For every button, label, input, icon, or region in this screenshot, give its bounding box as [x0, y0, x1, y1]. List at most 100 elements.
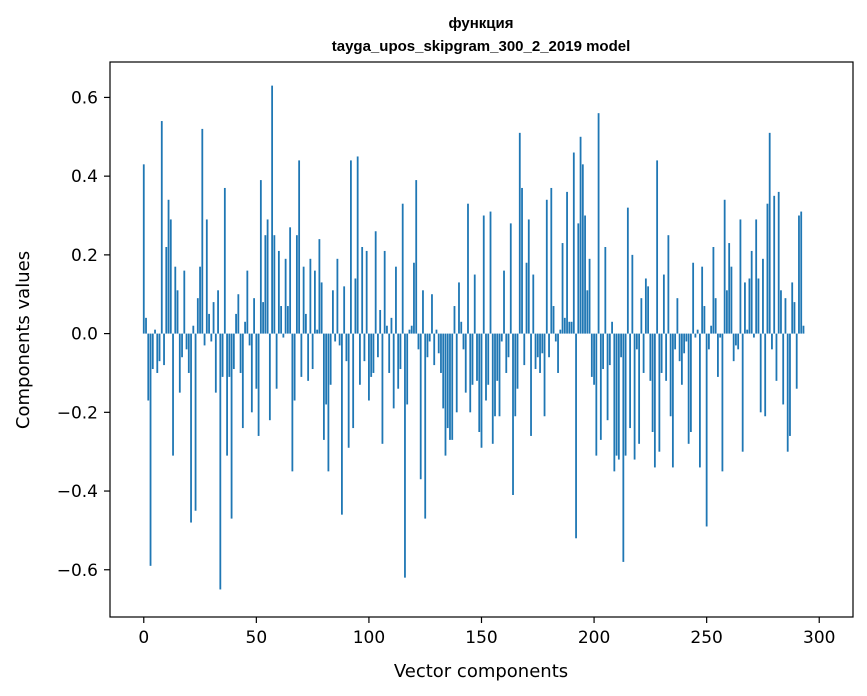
bar [431, 294, 433, 334]
bar [372, 333, 375, 373]
bar [685, 333, 688, 342]
bar [390, 317, 393, 334]
bar [649, 333, 652, 381]
bar [264, 235, 267, 334]
bar [708, 333, 710, 350]
bar [194, 333, 197, 511]
bar [730, 266, 733, 334]
bar [541, 333, 544, 354]
bar [363, 333, 366, 362]
bar [530, 333, 532, 436]
bar [557, 333, 559, 373]
bar [671, 333, 674, 468]
bar [271, 85, 274, 334]
bar [586, 290, 589, 334]
bar [379, 309, 382, 334]
bar [500, 333, 503, 342]
bar [219, 333, 222, 590]
bar [289, 227, 292, 334]
bar [449, 333, 451, 440]
bar [514, 333, 517, 417]
bar [692, 262, 695, 334]
bar [318, 239, 321, 334]
bar [676, 298, 679, 334]
bar [644, 278, 647, 334]
bar [604, 247, 607, 334]
bar [620, 333, 622, 358]
bar [489, 211, 492, 334]
bar [248, 333, 251, 346]
bar [494, 333, 496, 417]
bar [613, 333, 616, 472]
bar [572, 152, 575, 334]
bar [737, 333, 740, 350]
bar [478, 333, 481, 432]
bar [282, 333, 285, 338]
bar [469, 333, 472, 413]
bar [532, 274, 535, 334]
bar [365, 250, 368, 334]
bar [791, 282, 794, 334]
bar [631, 254, 634, 334]
bar [780, 290, 782, 334]
x-tick-label: 250 [690, 628, 722, 648]
bar [350, 160, 352, 334]
bar [172, 333, 174, 456]
bar [410, 325, 413, 334]
bar [608, 333, 611, 366]
x-tick-label: 150 [465, 628, 497, 648]
y-tick-label: 0.6 [71, 88, 98, 108]
bar [701, 266, 704, 334]
bar [768, 132, 771, 334]
bar [793, 302, 796, 334]
bar [705, 333, 708, 527]
bar [678, 333, 681, 362]
bar [723, 199, 726, 334]
bar [262, 302, 264, 334]
bar [210, 333, 213, 342]
bar [327, 333, 330, 472]
bar [687, 333, 690, 444]
y-tick-label: −0.4 [57, 482, 98, 502]
bar [617, 333, 620, 460]
bar [235, 313, 237, 334]
bar [516, 333, 519, 389]
bar [199, 266, 201, 334]
y-tick-label: −0.6 [57, 561, 98, 581]
bar [388, 333, 391, 373]
bar [561, 243, 564, 334]
bar [464, 333, 467, 393]
bar [496, 333, 499, 381]
bar [764, 333, 767, 417]
bar [750, 250, 753, 334]
bar [507, 333, 510, 358]
bar [142, 164, 145, 334]
bar [615, 333, 618, 456]
bar [590, 333, 593, 377]
bar [253, 298, 255, 334]
bar [239, 333, 242, 373]
bar [392, 333, 395, 409]
bar [786, 333, 789, 452]
bar [606, 333, 609, 421]
bar [527, 219, 530, 334]
bar [699, 333, 701, 468]
bar [320, 282, 323, 334]
bar [259, 180, 262, 334]
bar [374, 231, 377, 334]
bar [329, 333, 332, 385]
bar [633, 333, 636, 460]
bar [244, 321, 246, 334]
bar [674, 333, 677, 350]
bar [629, 333, 631, 429]
bar [160, 121, 163, 334]
bar [413, 262, 415, 334]
bar [361, 247, 364, 334]
bar [784, 298, 787, 334]
bar [795, 333, 798, 389]
bar [602, 333, 604, 370]
y-tick-label: 0.0 [71, 325, 98, 345]
bar [534, 333, 537, 370]
bar [237, 294, 240, 334]
bar [593, 333, 595, 385]
